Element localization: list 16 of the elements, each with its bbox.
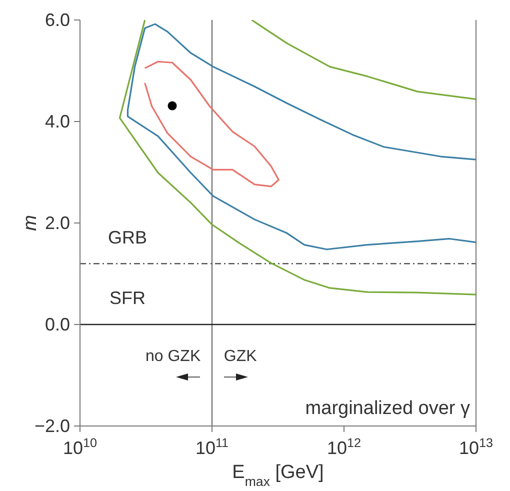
x-axis-title: E$_{max}$ [GeV] [232,462,324,488]
annotation: GRB [108,227,148,248]
y-axis-title: m [20,215,41,231]
x-tick-label: 10$^{12}$ [326,436,362,458]
annotation: marginalized over γ [305,398,471,419]
x-tick-label: 10$^{10}$ [62,436,98,458]
y-tick-label: 0.0 [44,314,70,334]
annotation: no GZK [145,348,201,366]
y-tick-label: 2.0 [44,213,70,233]
y-tick-label: −2.0 [34,416,70,436]
y-tick-label: 4.0 [44,112,70,132]
y-tick-label: 6.0 [44,10,70,30]
annotation: GZK [224,348,258,366]
annotation: SFR [110,288,146,308]
x-tick-label: 10$^{13}$ [458,436,494,458]
x-tick-label: 10$^{11}$ [195,436,229,458]
